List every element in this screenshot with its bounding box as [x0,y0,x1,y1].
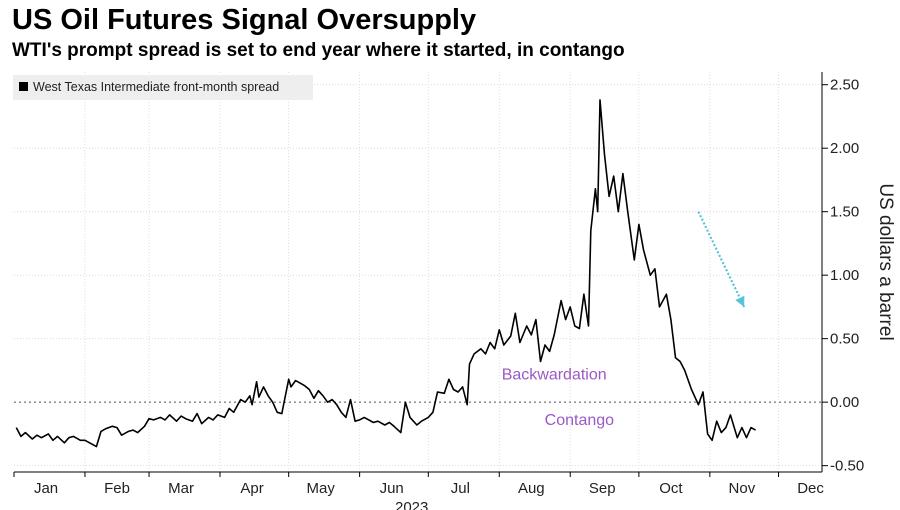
x-tick-label: Mar [168,480,194,497]
y-tick-label: 1.50 [830,204,859,221]
x-tick-label: Nov [729,480,756,497]
chart-title: US Oil Futures Signal Oversupply [12,4,477,36]
x-tick-label: Jan [34,480,58,497]
x-tick-label: Sep [589,480,616,497]
x-tick-label: Apr [240,480,263,497]
y-axis-title: US dollars a barrel [875,183,896,340]
y-tick-label: 2.50 [830,77,859,94]
gridlines [14,72,822,472]
backwardation-label: Backwardation [502,366,607,383]
legend-entry: West Texas Intermediate front-month spre… [33,80,279,94]
y-tick-label: 2.00 [830,140,859,157]
trend-arrow-head [735,295,745,307]
legend-swatch [19,82,28,91]
x-tick-label: Jul [451,480,470,497]
axes-group: -0.50 0.00 0.50 1.00 1.50 2.00 2.50 Jan Feb Mar Ap… [13,72,896,510]
x-tick-label: Dec [797,480,824,497]
chart-subtitle: WTI's prompt spread is set to end year w… [12,40,625,61]
legend-box [13,75,313,100]
contango-label: Contango [545,412,614,429]
x-tick-label: Oct [659,480,683,497]
x-year-label: 2023 [395,499,428,510]
y-tick-label: -0.50 [830,458,864,475]
legend: West Texas Intermediate front-month spre… [13,75,313,100]
x-tick-label: Aug [518,480,545,497]
series-line-wti-spread [15,99,756,448]
series-group [15,99,756,448]
annotations: Backwardation Contango [502,211,746,429]
y-tick-label: 1.00 [830,267,859,284]
x-tick-label: Feb [104,480,130,497]
y-tick-label: 0.00 [830,394,859,411]
y-tick-label: 0.50 [830,331,859,348]
trend-arrow-shaft [697,211,746,308]
x-tick-label: May [307,480,336,497]
x-tick-label: Jun [380,480,404,497]
